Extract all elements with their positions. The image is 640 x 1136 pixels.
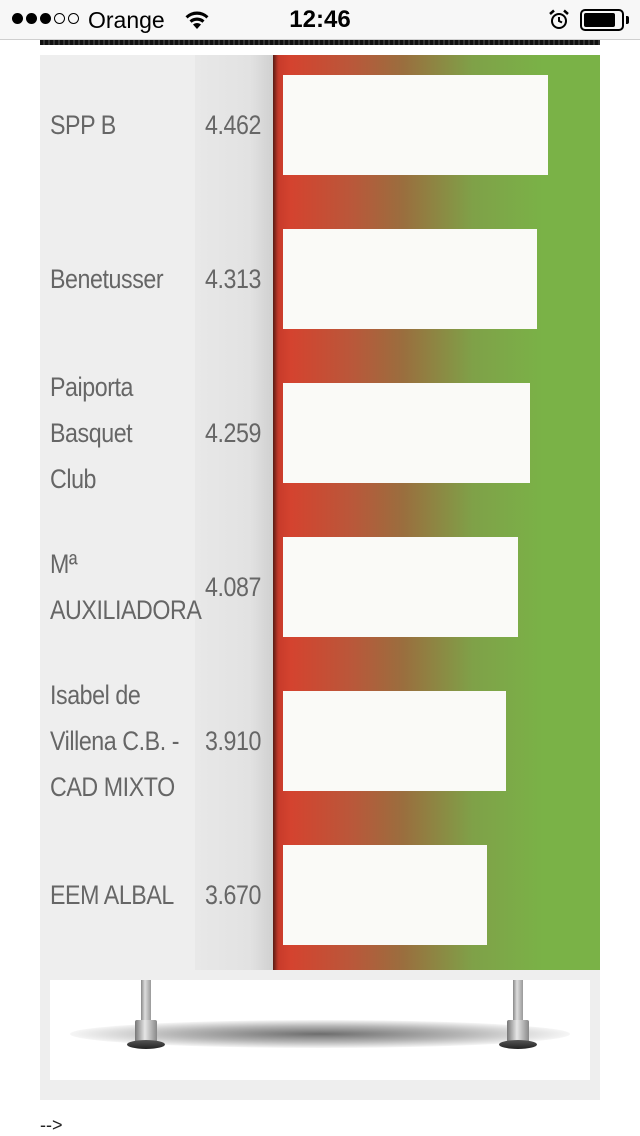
team-name: Benetusser <box>50 256 170 302</box>
wifi-icon <box>183 9 211 36</box>
team-score: 4.087 <box>205 572 261 602</box>
battery-icon <box>580 9 624 31</box>
score-bar <box>283 229 537 329</box>
signal-strength-icon <box>12 13 79 24</box>
team-score: 4.313 <box>205 264 261 294</box>
stand-foot-left <box>135 1020 157 1042</box>
signal-dot <box>12 13 23 24</box>
stand-base-right <box>499 1040 537 1049</box>
team-name-line: Isabel de <box>50 680 141 710</box>
team-score: 3.910 <box>205 726 261 756</box>
team-name: SPP B <box>50 102 170 148</box>
chart-top-border <box>40 40 600 45</box>
team-name-line: Villena C.B. - <box>50 726 180 756</box>
chart-stand <box>50 980 590 1080</box>
team-name: EEM ALBAL <box>50 872 174 918</box>
team-name: Mª AUXILIADORA <box>50 541 202 633</box>
carrier-name: Orange <box>88 7 165 33</box>
team-name-line: EEM ALBAL <box>50 880 174 910</box>
score-bar <box>283 75 548 175</box>
score-bar <box>283 537 518 637</box>
team-name-line: Club <box>50 464 97 494</box>
team-name: Isabel de Villena C.B. - CAD MIXTO <box>50 672 180 810</box>
team-name-line: Benetusser <box>50 264 164 294</box>
score-column <box>195 55 273 970</box>
team-score: 4.259 <box>205 418 261 448</box>
status-bar: Orange 12:46 <box>0 0 640 40</box>
team-name-line: Paiporta <box>50 372 134 402</box>
score-bar <box>283 691 506 791</box>
stand-pole-right <box>513 980 523 1022</box>
signal-dot <box>68 13 79 24</box>
team-name-line: Mª <box>50 549 78 579</box>
signal-dot <box>40 13 51 24</box>
score-bar <box>283 383 530 483</box>
stand-pole-left <box>141 980 151 1022</box>
signal-dot <box>26 13 37 24</box>
battery-level <box>584 13 615 27</box>
bar-area <box>273 55 600 970</box>
team-name-line: AUXILIADORA <box>50 595 202 625</box>
clock-time: 12:46 <box>289 6 351 33</box>
battery-tip <box>626 16 629 24</box>
footer-text: --> <box>40 1115 63 1135</box>
stand-base-left <box>127 1040 165 1049</box>
signal-dot <box>54 13 65 24</box>
team-name-line: CAD MIXTO <box>50 772 175 802</box>
team-name: Paiporta Basquet Club <box>50 364 170 502</box>
team-name-line: Basquet <box>50 418 133 448</box>
score-bar <box>283 845 487 945</box>
team-score: 3.670 <box>205 880 261 910</box>
team-score: 4.462 <box>205 110 261 140</box>
alarm-clock-icon <box>547 8 571 37</box>
team-name-line: SPP B <box>50 110 116 140</box>
stand-foot-right <box>507 1020 529 1042</box>
